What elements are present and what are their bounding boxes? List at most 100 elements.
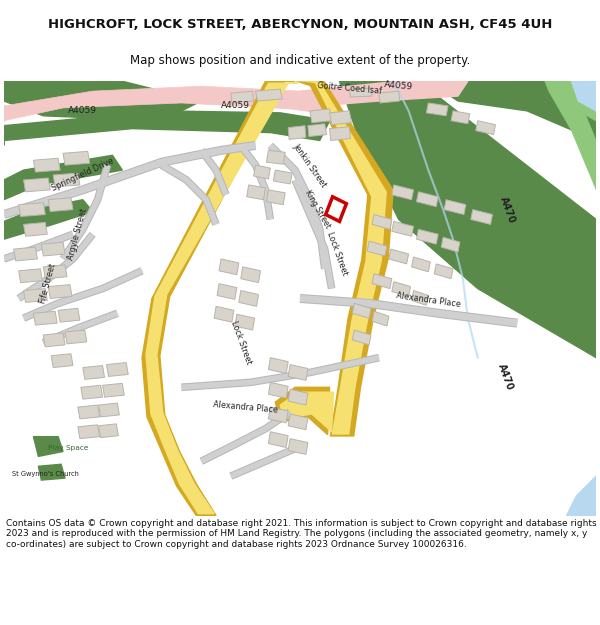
Text: A4059: A4059 bbox=[221, 101, 250, 111]
Polygon shape bbox=[412, 291, 428, 306]
Polygon shape bbox=[310, 109, 332, 122]
Polygon shape bbox=[288, 364, 308, 381]
Polygon shape bbox=[48, 284, 72, 299]
Polygon shape bbox=[38, 464, 65, 480]
Polygon shape bbox=[451, 111, 470, 124]
Text: Alexandra Place: Alexandra Place bbox=[395, 291, 461, 309]
Polygon shape bbox=[4, 200, 92, 239]
Polygon shape bbox=[274, 170, 292, 184]
Polygon shape bbox=[4, 155, 122, 200]
Polygon shape bbox=[43, 265, 67, 279]
Polygon shape bbox=[340, 81, 596, 357]
Polygon shape bbox=[517, 81, 596, 141]
Text: St Gwynno's Church: St Gwynno's Church bbox=[12, 471, 79, 477]
Polygon shape bbox=[288, 414, 308, 430]
Text: Alexandra Place: Alexandra Place bbox=[213, 400, 278, 414]
Polygon shape bbox=[14, 247, 37, 261]
Polygon shape bbox=[48, 198, 73, 211]
Polygon shape bbox=[275, 388, 329, 434]
Text: Lock Street: Lock Street bbox=[325, 231, 350, 277]
Polygon shape bbox=[256, 89, 282, 101]
Polygon shape bbox=[34, 437, 63, 456]
Polygon shape bbox=[23, 289, 47, 302]
Polygon shape bbox=[235, 314, 254, 330]
Text: A470: A470 bbox=[498, 195, 517, 224]
Polygon shape bbox=[280, 392, 334, 432]
Polygon shape bbox=[392, 221, 413, 236]
Polygon shape bbox=[107, 362, 128, 376]
Polygon shape bbox=[352, 303, 371, 318]
Polygon shape bbox=[19, 269, 43, 282]
Polygon shape bbox=[372, 274, 392, 289]
Polygon shape bbox=[142, 81, 295, 516]
Polygon shape bbox=[34, 311, 57, 325]
Polygon shape bbox=[268, 382, 288, 398]
Polygon shape bbox=[441, 238, 460, 252]
Polygon shape bbox=[308, 124, 326, 136]
Polygon shape bbox=[4, 86, 340, 126]
Polygon shape bbox=[146, 83, 298, 514]
Polygon shape bbox=[214, 306, 234, 322]
Polygon shape bbox=[427, 103, 448, 116]
Polygon shape bbox=[300, 81, 468, 105]
Polygon shape bbox=[239, 291, 259, 306]
Polygon shape bbox=[51, 354, 73, 367]
Text: Play Space: Play Space bbox=[48, 446, 88, 451]
Polygon shape bbox=[217, 284, 237, 299]
Polygon shape bbox=[23, 178, 50, 192]
Polygon shape bbox=[81, 385, 103, 399]
Text: A4059: A4059 bbox=[384, 81, 413, 92]
Polygon shape bbox=[389, 249, 409, 264]
Polygon shape bbox=[352, 330, 371, 345]
Polygon shape bbox=[254, 165, 271, 179]
Polygon shape bbox=[78, 405, 100, 419]
Polygon shape bbox=[416, 229, 438, 244]
Polygon shape bbox=[34, 158, 60, 172]
Polygon shape bbox=[571, 81, 596, 111]
Polygon shape bbox=[83, 366, 104, 379]
Polygon shape bbox=[392, 185, 413, 200]
Text: King Street: King Street bbox=[303, 189, 332, 231]
Text: Argyle Street: Argyle Street bbox=[67, 208, 89, 261]
Polygon shape bbox=[545, 81, 596, 190]
Polygon shape bbox=[65, 330, 87, 344]
Polygon shape bbox=[103, 383, 124, 397]
Text: Fife Street: Fife Street bbox=[38, 262, 58, 304]
Text: Contains OS data © Crown copyright and database right 2021. This information is : Contains OS data © Crown copyright and d… bbox=[6, 519, 596, 549]
Polygon shape bbox=[19, 202, 45, 216]
Polygon shape bbox=[471, 209, 493, 224]
Polygon shape bbox=[268, 357, 288, 374]
Text: Jenkin Street: Jenkin Street bbox=[292, 141, 328, 189]
Polygon shape bbox=[4, 81, 201, 121]
Polygon shape bbox=[247, 185, 265, 200]
Polygon shape bbox=[329, 111, 352, 125]
Polygon shape bbox=[566, 476, 596, 516]
Text: A4059: A4059 bbox=[68, 106, 97, 116]
Polygon shape bbox=[288, 126, 306, 139]
Polygon shape bbox=[547, 81, 596, 121]
Polygon shape bbox=[329, 127, 350, 141]
Polygon shape bbox=[4, 111, 329, 146]
Polygon shape bbox=[428, 81, 596, 141]
Polygon shape bbox=[288, 439, 308, 454]
Polygon shape bbox=[444, 200, 466, 214]
Text: Map shows position and indicative extent of the property.: Map shows position and indicative extent… bbox=[130, 54, 470, 68]
Polygon shape bbox=[43, 333, 65, 347]
Polygon shape bbox=[288, 389, 308, 405]
Polygon shape bbox=[266, 151, 285, 164]
Polygon shape bbox=[268, 432, 288, 447]
Polygon shape bbox=[23, 222, 47, 236]
Polygon shape bbox=[372, 311, 389, 326]
Polygon shape bbox=[231, 91, 254, 103]
Polygon shape bbox=[219, 259, 239, 275]
Polygon shape bbox=[392, 282, 410, 296]
Polygon shape bbox=[416, 192, 438, 207]
Polygon shape bbox=[367, 241, 387, 256]
Polygon shape bbox=[295, 81, 394, 437]
Polygon shape bbox=[41, 242, 65, 256]
Polygon shape bbox=[372, 214, 392, 229]
Text: A470: A470 bbox=[496, 362, 515, 392]
Polygon shape bbox=[434, 264, 453, 279]
Polygon shape bbox=[268, 407, 288, 423]
Polygon shape bbox=[412, 257, 430, 272]
